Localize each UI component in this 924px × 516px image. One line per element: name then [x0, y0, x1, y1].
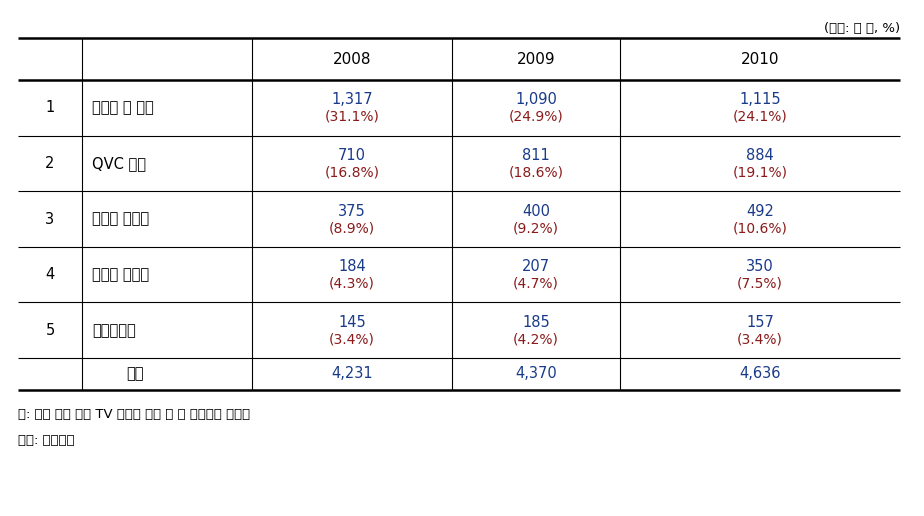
- Text: (24.1%): (24.1%): [733, 110, 787, 124]
- Text: 185: 185: [522, 315, 550, 330]
- Text: 자료: 通販新聞: 자료: 通販新聞: [18, 434, 75, 447]
- Text: 4,231: 4,231: [331, 366, 372, 381]
- Text: 400: 400: [522, 203, 550, 218]
- Text: (7.5%): (7.5%): [737, 277, 783, 291]
- Text: (9.2%): (9.2%): [513, 221, 559, 235]
- Text: 884: 884: [746, 148, 774, 163]
- Text: 2: 2: [45, 156, 55, 171]
- Text: (24.9%): (24.9%): [508, 110, 564, 124]
- Text: (31.1%): (31.1%): [324, 110, 380, 124]
- Text: (10.6%): (10.6%): [733, 221, 787, 235]
- Text: (4.7%): (4.7%): [513, 277, 559, 291]
- Text: 492: 492: [746, 203, 774, 218]
- Text: 주피터 샵 채널: 주피터 샵 채널: [92, 100, 153, 115]
- Text: 전체: 전체: [127, 366, 144, 381]
- Text: 1,317: 1,317: [331, 92, 372, 107]
- Text: (18.6%): (18.6%): [508, 166, 564, 180]
- Text: 145: 145: [338, 315, 366, 330]
- Text: (3.4%): (3.4%): [329, 332, 375, 346]
- Text: 4,636: 4,636: [739, 366, 781, 381]
- Text: 2009: 2009: [517, 52, 555, 67]
- Text: 1,090: 1,090: [515, 92, 557, 107]
- Text: (3.4%): (3.4%): [737, 332, 783, 346]
- Text: 4,370: 4,370: [515, 366, 557, 381]
- Text: 4: 4: [45, 267, 55, 282]
- Text: QVC 저팬: QVC 저팬: [92, 156, 146, 171]
- Text: 1: 1: [45, 100, 55, 115]
- Text: 157: 157: [746, 315, 774, 330]
- Text: (19.1%): (19.1%): [733, 166, 787, 180]
- Text: 2008: 2008: [333, 52, 371, 67]
- Text: 에버라이프: 에버라이프: [92, 322, 136, 337]
- Text: 710: 710: [338, 148, 366, 163]
- Text: (16.8%): (16.8%): [324, 166, 380, 180]
- Text: (8.9%): (8.9%): [329, 221, 375, 235]
- Text: (4.2%): (4.2%): [513, 332, 559, 346]
- Text: 오쿠론 마케팅: 오쿠론 마케팅: [92, 267, 149, 282]
- Text: 350: 350: [746, 259, 774, 274]
- Text: 자파넷 다카타: 자파넷 다카타: [92, 212, 149, 227]
- Text: 811: 811: [522, 148, 550, 163]
- Text: 184: 184: [338, 259, 366, 274]
- Text: 2010: 2010: [741, 52, 779, 67]
- Text: 207: 207: [522, 259, 550, 274]
- Text: 1,115: 1,115: [739, 92, 781, 107]
- Text: 375: 375: [338, 203, 366, 218]
- Text: 주: 괄호 안은 전체 TV 홈쇼핑 시장 중 각 사업자의 점유율: 주: 괄호 안은 전체 TV 홈쇼핑 시장 중 각 사업자의 점유율: [18, 408, 250, 421]
- Text: 5: 5: [45, 322, 55, 337]
- Text: (4.3%): (4.3%): [329, 277, 375, 291]
- Text: 3: 3: [45, 212, 55, 227]
- Text: (단위: 억 엔, %): (단위: 억 엔, %): [824, 22, 900, 35]
